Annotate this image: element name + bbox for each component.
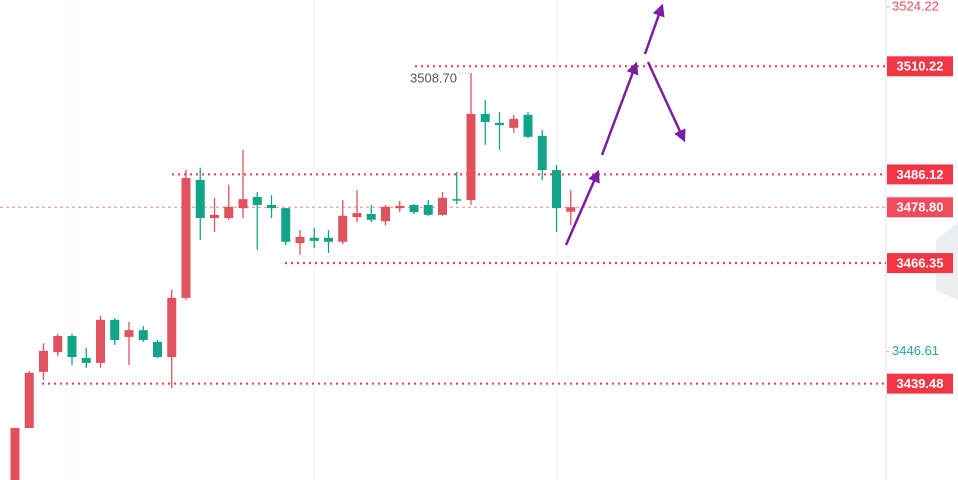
candle-body — [210, 214, 219, 219]
candle-body — [552, 170, 561, 209]
candle-body — [409, 205, 419, 213]
candle-body — [110, 319, 120, 341]
candle-body — [366, 213, 376, 220]
candle-body — [96, 319, 105, 363]
candle-body — [195, 179, 205, 219]
candle-body — [267, 205, 276, 209]
candle-body — [537, 135, 547, 171]
candle-body — [39, 350, 48, 372]
candle-body — [10, 427, 20, 480]
arrows — [564, 3, 686, 246]
y-tick-label: 3446.61 — [892, 343, 939, 358]
candle-body — [124, 330, 134, 337]
candle-body — [24, 372, 34, 428]
candle-body — [466, 113, 476, 201]
candle-body — [566, 207, 576, 212]
candle-body — [509, 118, 519, 128]
candle-body — [480, 113, 490, 123]
level-label: 3486.12 — [897, 167, 944, 182]
level-label: 3510.22 — [897, 59, 944, 74]
level-label-box — [887, 253, 953, 274]
last-price-label: 3478.80 — [897, 200, 944, 215]
candle-body — [67, 336, 77, 358]
level-label-box — [887, 373, 953, 394]
candle-body — [53, 336, 63, 353]
candle-body — [438, 197, 447, 215]
candle-body — [181, 178, 191, 298]
high-annotation: 3508.70 — [410, 71, 457, 86]
candle-body — [309, 237, 319, 241]
candle-body — [352, 213, 362, 218]
candle-body — [495, 122, 504, 126]
candle-body — [338, 215, 348, 242]
candle-body — [281, 208, 291, 242]
plot — [0, 65, 886, 480]
candle-body — [138, 330, 148, 341]
candle-body — [238, 199, 248, 209]
level-label-box — [887, 164, 953, 185]
candle-body — [395, 205, 405, 209]
candle-body — [523, 114, 533, 137]
candle-body — [252, 196, 262, 206]
candle-body — [81, 357, 91, 363]
candle-body — [324, 237, 333, 242]
candle-body — [423, 205, 433, 215]
candle-body — [153, 341, 162, 358]
y-tick-label: 3524.22 — [892, 0, 939, 13]
level-label: 3466.35 — [897, 256, 944, 271]
level-label-box — [887, 56, 953, 77]
candle-body — [295, 236, 305, 244]
candle-body — [452, 199, 462, 201]
level-label: 3439.48 — [897, 376, 944, 391]
candle-body — [381, 206, 390, 222]
candle-body — [224, 206, 234, 219]
candle-body — [167, 297, 177, 358]
last-price-box — [887, 197, 953, 218]
